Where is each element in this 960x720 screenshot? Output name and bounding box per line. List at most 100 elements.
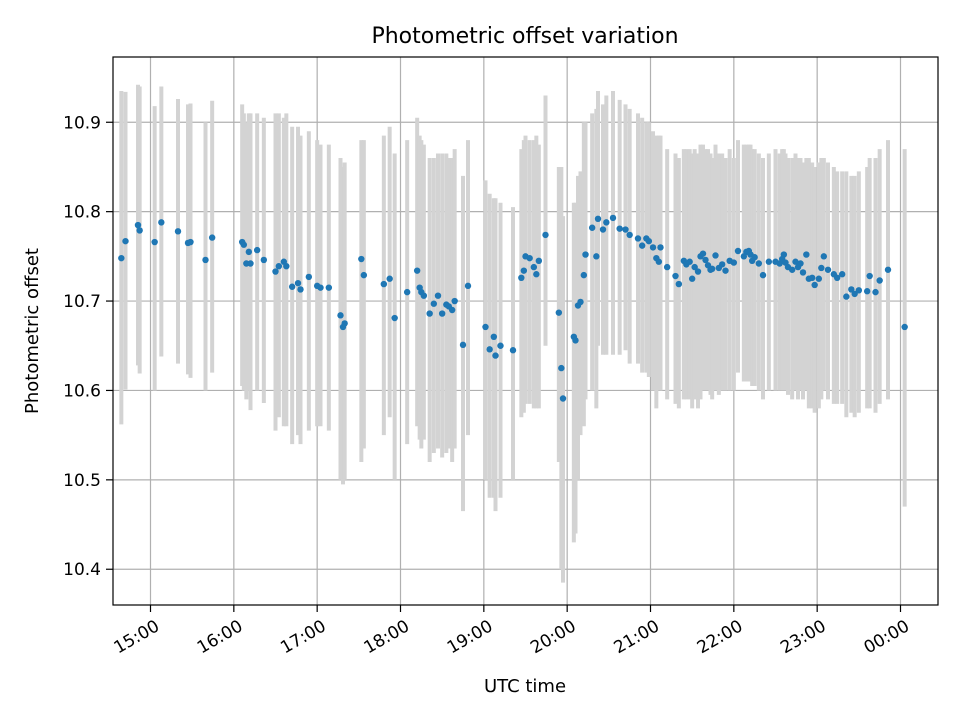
data-point	[358, 255, 365, 263]
error-bars	[119, 84, 907, 583]
data-point	[688, 275, 696, 282]
data-point	[526, 254, 533, 262]
data-point	[297, 286, 304, 293]
x-tick-label: 17:00	[277, 616, 329, 658]
data-point	[118, 254, 125, 262]
data-point	[603, 219, 610, 226]
data-point	[490, 333, 498, 341]
data-point	[751, 254, 758, 261]
y-tick-label: 10.4	[63, 560, 101, 580]
plot-area-frame	[112, 56, 939, 606]
data-point	[792, 258, 799, 265]
data-point	[594, 215, 602, 223]
data-point	[811, 281, 818, 289]
data-point	[694, 268, 702, 275]
data-point	[530, 263, 538, 271]
y-tick-label: 10.9	[63, 113, 101, 133]
data-point	[403, 288, 411, 296]
data-point	[151, 238, 158, 246]
data-point	[588, 224, 596, 231]
data-points	[118, 214, 908, 402]
data-point	[260, 256, 268, 264]
data-point	[535, 257, 543, 265]
chart-title: Photometric offset variation	[371, 24, 678, 49]
data-point	[765, 258, 773, 265]
data-point	[686, 258, 693, 265]
data-point	[803, 251, 810, 258]
data-point	[245, 248, 253, 256]
data-point	[288, 283, 296, 290]
data-point	[580, 271, 588, 279]
data-point	[808, 274, 816, 282]
data-point	[272, 268, 279, 275]
data-point	[360, 271, 368, 279]
data-point	[559, 395, 567, 402]
data-point	[136, 227, 143, 234]
data-point	[730, 259, 738, 266]
data-point	[464, 282, 472, 290]
data-point	[622, 226, 629, 233]
data-point	[799, 269, 807, 276]
x-tick-label: 16:00	[194, 616, 246, 658]
data-point	[634, 235, 642, 242]
data-point	[820, 253, 828, 260]
data-point	[815, 275, 823, 282]
x-tick-label: 23:00	[777, 616, 829, 658]
data-point	[884, 266, 892, 273]
data-point	[848, 286, 855, 293]
data-point	[663, 263, 671, 271]
data-point	[247, 260, 254, 267]
data-point	[555, 309, 563, 316]
x-tick-label: 21:00	[611, 616, 663, 658]
data-point	[294, 279, 302, 287]
data-point	[208, 234, 216, 241]
y-tick-label: 10.5	[63, 471, 101, 491]
data-point	[486, 346, 493, 353]
data-point	[838, 271, 846, 278]
data-point	[558, 364, 565, 372]
data-point	[572, 337, 579, 344]
data-point	[582, 251, 589, 258]
data-point	[341, 320, 348, 327]
data-point	[158, 219, 165, 226]
data-point	[901, 323, 908, 331]
data-point	[718, 261, 726, 268]
data-point	[712, 252, 719, 259]
data-point	[866, 272, 873, 280]
data-point	[876, 277, 883, 284]
data-point	[420, 292, 428, 299]
data-point	[380, 280, 388, 288]
data-point	[337, 312, 344, 319]
data-point	[833, 274, 841, 282]
data-point	[691, 263, 698, 271]
data-point	[430, 300, 438, 307]
data-point	[843, 293, 850, 300]
data-point	[672, 272, 679, 280]
data-point	[518, 274, 525, 282]
data-point	[542, 231, 549, 239]
y-tick-label: 10.8	[63, 203, 101, 223]
data-point	[626, 231, 633, 239]
data-point	[577, 298, 584, 306]
y-tick-label: 10.7	[63, 292, 101, 312]
data-point	[187, 238, 194, 246]
data-point	[391, 314, 398, 322]
data-point	[734, 247, 742, 255]
data-point	[275, 262, 283, 270]
data-point	[253, 246, 261, 254]
x-tick-label: 20:00	[527, 616, 579, 658]
data-point	[492, 352, 499, 359]
data-point	[451, 297, 458, 305]
x-tick-label: 15:00	[111, 616, 163, 658]
data-point	[708, 265, 716, 273]
data-point	[872, 288, 879, 296]
data-point	[497, 342, 504, 349]
data-point	[675, 280, 683, 288]
data-point	[533, 271, 540, 278]
data-point	[855, 287, 863, 294]
data-point	[818, 264, 825, 272]
data-point	[851, 290, 858, 298]
data-point	[616, 225, 623, 232]
data-point	[759, 271, 767, 279]
data-point	[325, 284, 333, 291]
